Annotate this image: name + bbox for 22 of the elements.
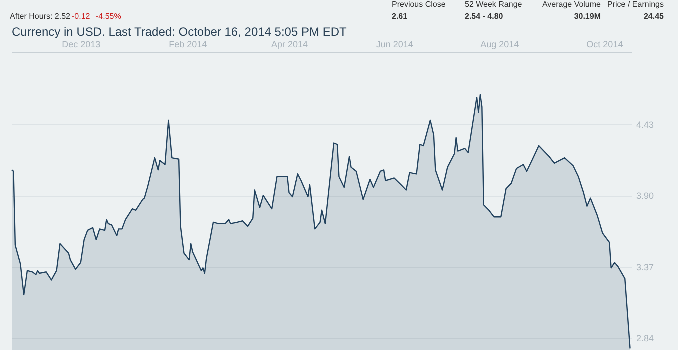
text: 30.19M	[574, 12, 602, 21]
x-tick-label: Apr 2014	[272, 40, 308, 50]
x-tick-label: Jun 2014	[376, 40, 414, 50]
x-tick-label: Aug 2014	[480, 40, 520, 50]
text: 52 Week Range	[465, 0, 523, 9]
text: Average Volume	[542, 0, 602, 9]
text: Price / Earnings	[608, 0, 664, 9]
x-tick-label: Dec 2013	[62, 40, 101, 50]
text: 24.45	[644, 12, 665, 21]
y-tick-label: 2.84	[636, 333, 654, 344]
x-tick-label: Feb 2014	[169, 40, 208, 50]
text: Previous Close	[392, 0, 446, 9]
y-tick-label: 3.90	[636, 191, 654, 202]
text: 2.61	[392, 12, 408, 21]
x-tick-label: Oct 2014	[586, 40, 624, 50]
text: -0.12	[72, 12, 91, 21]
y-tick-label: 4.43	[636, 120, 654, 130]
text: After Hours: 2.52	[10, 12, 72, 21]
text: -4.55%	[96, 12, 122, 21]
chart-title: Currency in USD. Last Traded: October 16, 2014 5:05 PM EDT	[12, 25, 348, 39]
text: 2.54 - 4.80	[465, 12, 504, 21]
y-tick-label: 3.37	[636, 262, 654, 272]
